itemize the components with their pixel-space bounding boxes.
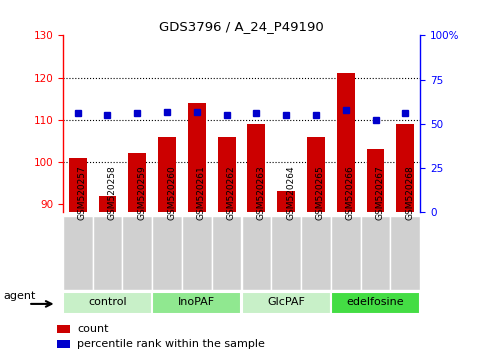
Text: count: count <box>77 324 109 334</box>
Bar <box>367 149 384 212</box>
Bar <box>188 103 206 212</box>
Text: GSM520263: GSM520263 <box>256 165 265 219</box>
Bar <box>212 216 242 290</box>
Bar <box>242 216 271 290</box>
Bar <box>337 73 355 212</box>
Text: GSM520267: GSM520267 <box>376 165 384 219</box>
Text: control: control <box>88 297 127 307</box>
Bar <box>128 153 146 212</box>
Bar <box>63 292 152 314</box>
Text: GSM520264: GSM520264 <box>286 165 295 219</box>
Text: GSM520258: GSM520258 <box>108 165 116 219</box>
Text: InoPAF: InoPAF <box>178 297 215 307</box>
Text: GSM520265: GSM520265 <box>316 165 325 219</box>
Bar <box>99 195 116 212</box>
Title: GDS3796 / A_24_P49190: GDS3796 / A_24_P49190 <box>159 20 324 33</box>
Bar <box>69 158 86 212</box>
Text: edelfosine: edelfosine <box>347 297 404 307</box>
Bar <box>277 191 295 212</box>
Bar <box>242 292 331 314</box>
Text: GSM520266: GSM520266 <box>346 165 355 219</box>
Text: GSM520262: GSM520262 <box>227 165 236 219</box>
Bar <box>57 340 70 348</box>
Bar <box>331 216 361 290</box>
Text: agent: agent <box>3 291 36 302</box>
Text: GSM520259: GSM520259 <box>137 165 146 219</box>
Bar <box>218 137 236 212</box>
Text: GSM520260: GSM520260 <box>167 165 176 219</box>
Text: GlcPAF: GlcPAF <box>267 297 305 307</box>
Bar <box>63 216 93 290</box>
Bar <box>331 292 420 314</box>
Bar <box>57 325 70 333</box>
Bar <box>307 137 325 212</box>
Bar <box>122 216 152 290</box>
Text: GSM520257: GSM520257 <box>78 165 86 219</box>
Bar <box>152 216 182 290</box>
Bar <box>158 137 176 212</box>
Bar <box>182 216 212 290</box>
Bar <box>361 216 390 290</box>
Text: GSM520261: GSM520261 <box>197 165 206 219</box>
Bar <box>397 124 414 212</box>
Text: GSM520268: GSM520268 <box>405 165 414 219</box>
Bar <box>247 124 265 212</box>
Bar <box>301 216 331 290</box>
Text: percentile rank within the sample: percentile rank within the sample <box>77 339 265 349</box>
Bar <box>271 216 301 290</box>
Bar <box>390 216 420 290</box>
Bar <box>93 216 122 290</box>
Bar <box>152 292 242 314</box>
